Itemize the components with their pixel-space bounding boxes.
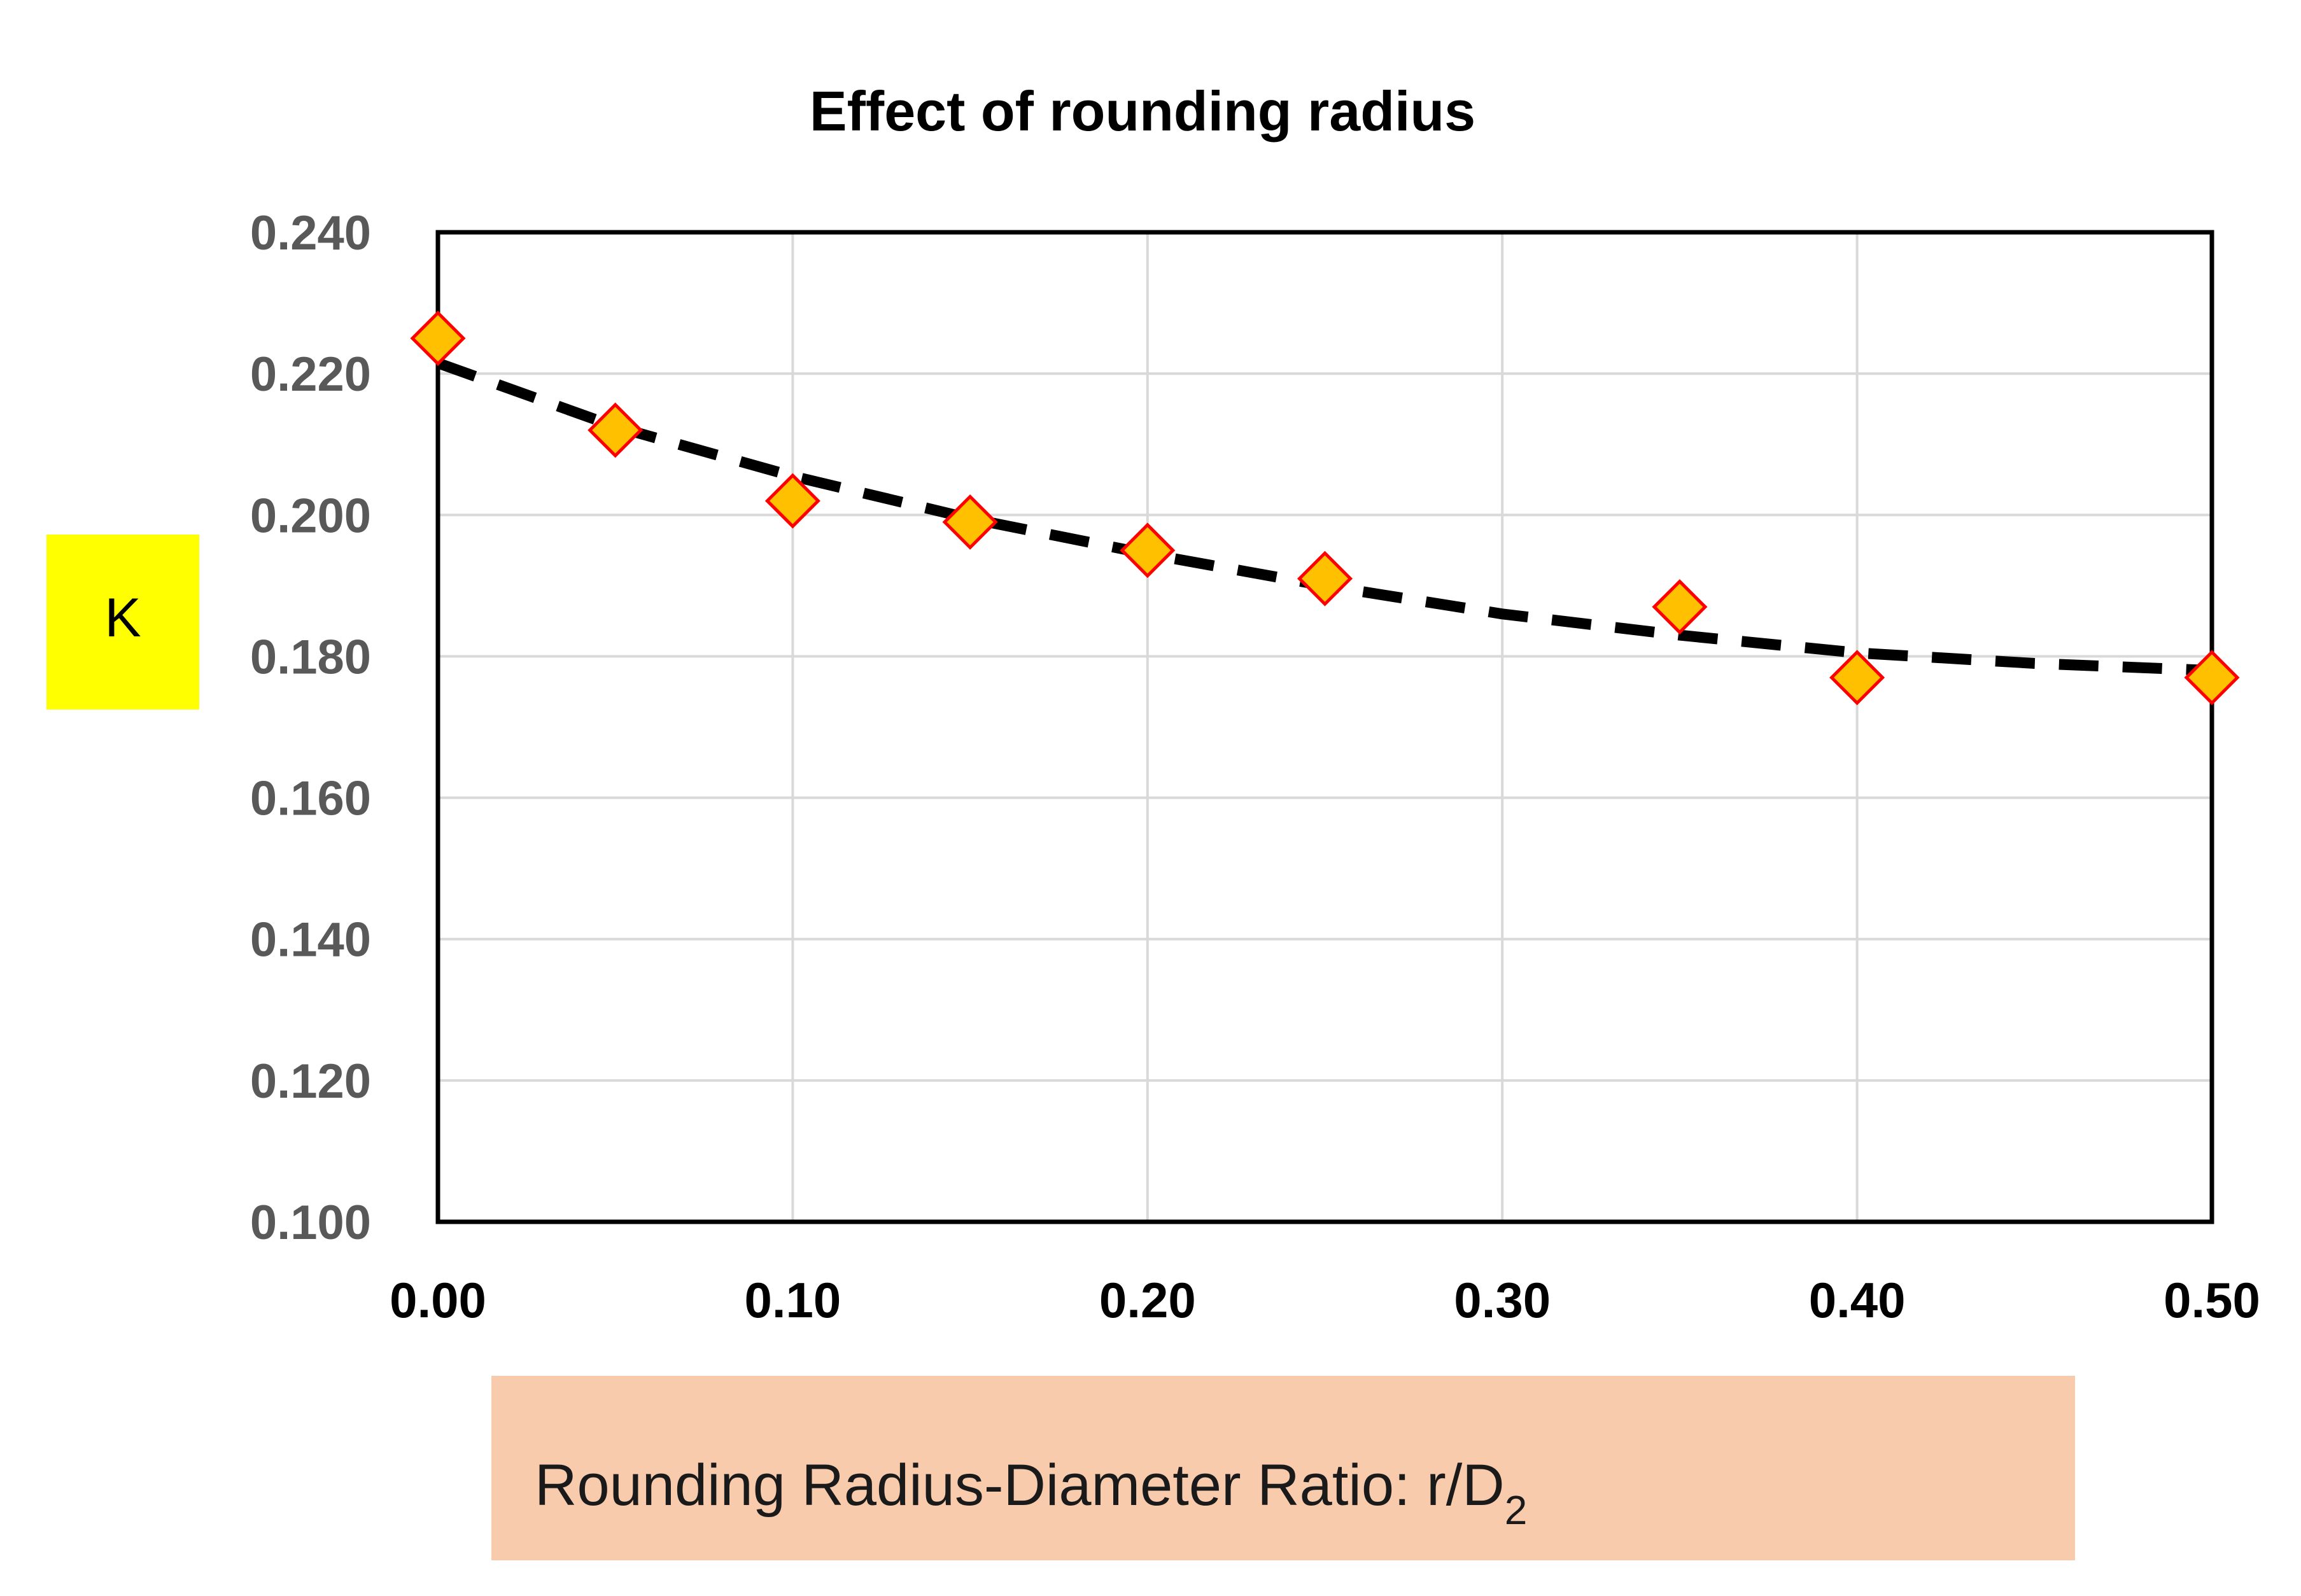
trendline [436, 358, 2213, 676]
chart-title: Effect of rounding radius [810, 80, 1475, 143]
x-tick-label: 0.20 [1099, 1272, 1196, 1328]
y-tick-label: 0.160 [250, 772, 371, 826]
axes [435, 230, 2214, 1224]
grid [437, 231, 2213, 1223]
x-tick-label: 0.00 [390, 1272, 486, 1328]
x-axis-label-box [491, 1376, 2075, 1560]
data-point-diamond [2184, 650, 2240, 706]
x-tick-label: 0.50 [2164, 1272, 2260, 1328]
y-tick-label: 0.220 [250, 347, 371, 402]
y-tick-label: 0.200 [250, 489, 371, 543]
trendline-layer [436, 358, 2213, 676]
y-tick-label: 0.240 [250, 206, 371, 260]
x-tick-label: 0.10 [744, 1272, 841, 1328]
x-tick-label: 0.40 [1809, 1272, 1906, 1328]
tick-labels: 0.100 0.120 0.140 0.160 0.180 0.200 0.220 0.240… [250, 206, 2260, 1328]
data-point-diamond [1297, 550, 1353, 606]
data-point-diamond [1829, 650, 1885, 706]
data-point-diamond [1652, 579, 1708, 635]
data-points [410, 311, 2240, 706]
y-tick-label: 0.100 [250, 1196, 371, 1250]
y-tick-label: 0.140 [250, 913, 371, 967]
x-tick-label: 0.30 [1454, 1272, 1551, 1328]
plot-border [435, 230, 2214, 1224]
y-tick-label: 0.180 [250, 630, 371, 684]
y-axis-label: K [104, 587, 141, 648]
x-axis-label-main: Rounding Radius-Diameter Ratio: r/D [535, 1453, 1505, 1518]
data-point-diamond [410, 311, 466, 367]
y-axis-label-box [46, 535, 199, 710]
x-axis-label-subscript: 2 [1505, 1487, 1528, 1533]
data-point-diamond [1120, 522, 1176, 578]
y-tick-label: 0.120 [250, 1054, 371, 1109]
data-point-diamond [764, 473, 820, 529]
x-axis-label: Rounding Radius-Diameter Ratio: r/D2 [535, 1453, 1527, 1533]
data-point-diamond [588, 402, 644, 458]
data-point-diamond [942, 494, 998, 550]
